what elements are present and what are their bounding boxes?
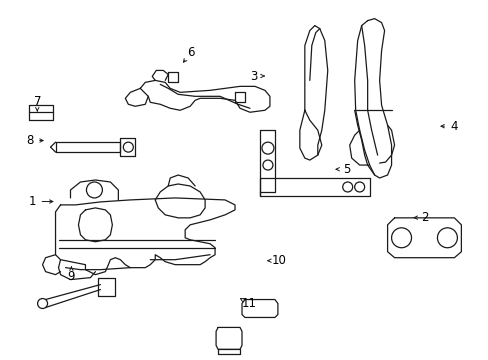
Text: 7: 7	[34, 95, 41, 108]
Text: 2: 2	[420, 211, 428, 224]
Text: 1: 1	[29, 195, 36, 208]
Text: 11: 11	[242, 297, 256, 310]
Text: 10: 10	[271, 254, 285, 267]
Text: 4: 4	[449, 120, 457, 133]
Text: 9: 9	[67, 270, 75, 283]
Text: 6: 6	[187, 46, 194, 59]
Text: 3: 3	[250, 69, 257, 82]
Text: 8: 8	[26, 134, 34, 147]
Text: 5: 5	[343, 163, 350, 176]
